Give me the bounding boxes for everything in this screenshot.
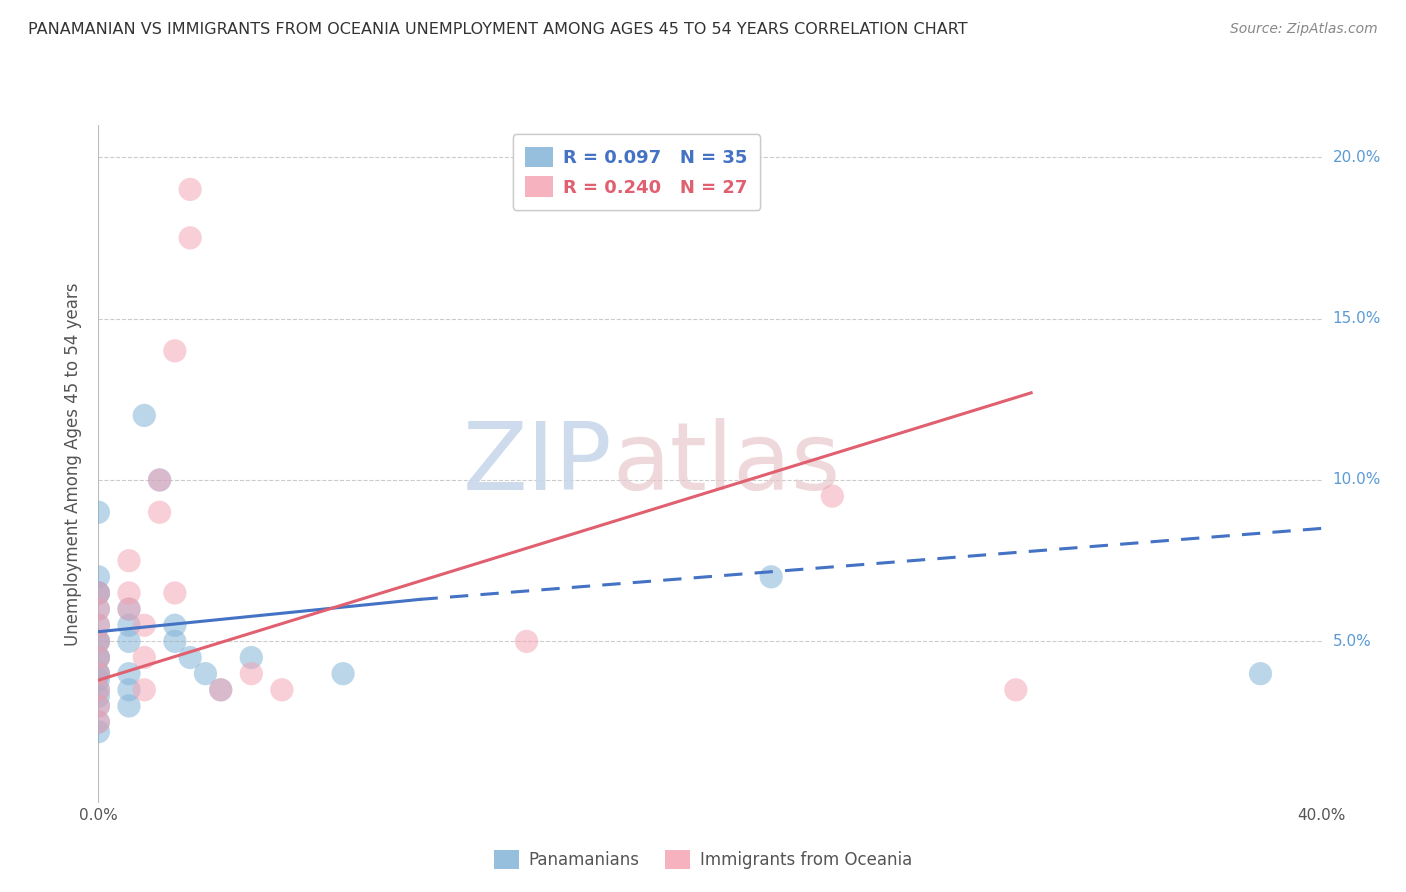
Point bbox=[118, 586, 141, 600]
Text: PANAMANIAN VS IMMIGRANTS FROM OCEANIA UNEMPLOYMENT AMONG AGES 45 TO 54 YEARS COR: PANAMANIAN VS IMMIGRANTS FROM OCEANIA UN… bbox=[28, 22, 967, 37]
Point bbox=[87, 724, 110, 739]
Point bbox=[87, 602, 110, 616]
Point bbox=[87, 634, 110, 648]
Point bbox=[87, 682, 110, 697]
Point bbox=[821, 489, 844, 503]
Point bbox=[194, 666, 217, 681]
Point bbox=[87, 634, 110, 648]
Point bbox=[87, 634, 110, 648]
Point bbox=[87, 682, 110, 697]
Point bbox=[163, 343, 186, 358]
Point bbox=[163, 586, 186, 600]
Point bbox=[87, 570, 110, 584]
Point bbox=[149, 505, 172, 519]
Point bbox=[163, 618, 186, 632]
Point bbox=[87, 586, 110, 600]
Point bbox=[87, 650, 110, 665]
Text: 5.0%: 5.0% bbox=[1333, 634, 1371, 648]
Point bbox=[87, 602, 110, 616]
Text: ZIP: ZIP bbox=[463, 417, 612, 510]
Point bbox=[179, 231, 201, 245]
Point bbox=[118, 602, 141, 616]
Point bbox=[332, 666, 354, 681]
Point bbox=[163, 634, 186, 648]
Text: Source: ZipAtlas.com: Source: ZipAtlas.com bbox=[1230, 22, 1378, 37]
Point bbox=[240, 666, 263, 681]
Text: 20.0%: 20.0% bbox=[1333, 150, 1381, 165]
Point bbox=[209, 682, 232, 697]
Point bbox=[118, 634, 141, 648]
Text: 15.0%: 15.0% bbox=[1333, 311, 1381, 326]
Point bbox=[240, 650, 263, 665]
Point bbox=[118, 698, 141, 713]
Point bbox=[209, 682, 232, 697]
Point bbox=[87, 666, 110, 681]
Text: 10.0%: 10.0% bbox=[1333, 473, 1381, 488]
Point bbox=[87, 618, 110, 632]
Point bbox=[179, 650, 201, 665]
Point bbox=[118, 602, 141, 616]
Point bbox=[87, 673, 110, 687]
Point bbox=[149, 473, 172, 487]
Point bbox=[87, 698, 110, 713]
Point bbox=[87, 586, 110, 600]
Point bbox=[134, 409, 156, 423]
Point bbox=[87, 650, 110, 665]
Point bbox=[179, 182, 201, 196]
Point bbox=[87, 618, 110, 632]
Point bbox=[87, 715, 110, 730]
Legend: Panamanians, Immigrants from Oceania: Panamanians, Immigrants from Oceania bbox=[484, 840, 922, 880]
Point bbox=[134, 618, 156, 632]
Point bbox=[1249, 666, 1271, 681]
Point bbox=[87, 586, 110, 600]
Point bbox=[87, 698, 110, 713]
Point bbox=[87, 666, 110, 681]
Y-axis label: Unemployment Among Ages 45 to 54 years: Unemployment Among Ages 45 to 54 years bbox=[65, 282, 83, 646]
Point bbox=[270, 682, 292, 697]
Point bbox=[118, 682, 141, 697]
Point bbox=[134, 682, 156, 697]
Point bbox=[87, 505, 110, 519]
Point bbox=[87, 690, 110, 704]
Point bbox=[118, 618, 141, 632]
Point bbox=[118, 666, 141, 681]
Point bbox=[87, 650, 110, 665]
Point bbox=[118, 554, 141, 568]
Point bbox=[1004, 682, 1026, 697]
Point bbox=[516, 634, 538, 648]
Point bbox=[87, 666, 110, 681]
Text: atlas: atlas bbox=[612, 417, 841, 510]
Point bbox=[134, 650, 156, 665]
Point bbox=[149, 473, 172, 487]
Point bbox=[759, 570, 782, 584]
Legend: R = 0.097   N = 35, R = 0.240   N = 27: R = 0.097 N = 35, R = 0.240 N = 27 bbox=[513, 134, 761, 210]
Point bbox=[87, 715, 110, 730]
